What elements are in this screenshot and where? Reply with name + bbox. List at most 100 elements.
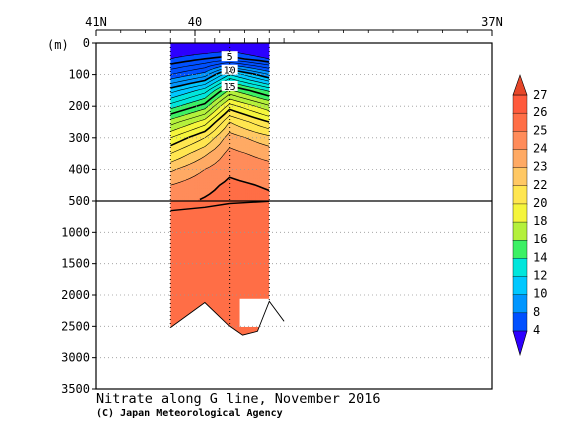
field-cell <box>249 191 253 194</box>
field-cell <box>227 189 231 193</box>
field-cell <box>182 172 185 175</box>
field-cell <box>176 87 179 90</box>
field-cell <box>174 112 177 115</box>
field-cell <box>195 199 199 201</box>
field-cell <box>176 197 179 201</box>
field-cell <box>233 104 237 107</box>
field-cell <box>207 101 211 104</box>
field-cell <box>172 136 175 139</box>
field-cell <box>237 71 241 74</box>
field-cell <box>247 155 251 158</box>
field-cell <box>235 140 239 144</box>
field-cell <box>245 186 249 189</box>
field-cell <box>184 189 187 193</box>
field-cell <box>255 69 258 73</box>
field-cell <box>245 69 249 73</box>
field-cell <box>172 161 175 164</box>
field-cell <box>259 79 262 82</box>
field-cell <box>265 164 268 167</box>
field-cell <box>243 87 247 90</box>
field-cell <box>231 191 235 194</box>
field-cell <box>263 57 266 60</box>
field-cell <box>197 47 201 50</box>
field-cell <box>235 133 239 136</box>
field-cell <box>231 169 235 172</box>
field-cell <box>225 107 229 110</box>
field-cell <box>211 194 215 197</box>
field-cell <box>194 52 197 55</box>
field-cell <box>247 99 251 103</box>
field-cell <box>170 114 173 117</box>
field-cell <box>231 180 235 183</box>
field-cell <box>178 188 181 191</box>
field-cell <box>195 85 199 88</box>
field-cell <box>205 73 209 76</box>
field-cell <box>170 110 173 114</box>
field-cell <box>184 126 187 129</box>
field-cell <box>174 188 177 191</box>
field-cell <box>176 178 179 182</box>
field-cell <box>237 122 241 125</box>
field-cell <box>231 136 235 139</box>
field-cell <box>251 96 255 99</box>
field-cell <box>176 122 179 125</box>
field-cell <box>241 85 245 88</box>
field-cell <box>195 191 199 194</box>
field-cell <box>197 82 201 85</box>
field-cell <box>253 107 256 110</box>
field-cell <box>186 172 189 175</box>
field-cell <box>267 104 270 107</box>
field-cell <box>249 178 253 182</box>
field-cell <box>243 188 247 191</box>
field-cell <box>247 91 251 95</box>
field-cell <box>231 139 235 142</box>
field-cell <box>229 167 233 170</box>
field-cell <box>182 80 185 84</box>
field-cell <box>253 150 256 153</box>
field-cell <box>201 85 205 88</box>
field-cell <box>237 170 241 174</box>
field-cell <box>192 101 195 104</box>
field-cell <box>197 87 201 90</box>
field-cell <box>225 199 229 201</box>
field-cell <box>221 197 225 201</box>
field-cell <box>195 153 199 156</box>
field-cell <box>172 131 175 134</box>
field-cell <box>253 126 256 129</box>
field-cell <box>209 133 213 136</box>
field-cell <box>251 63 255 66</box>
field-cell <box>215 68 219 71</box>
field-cell <box>188 158 191 161</box>
field-cell <box>182 150 185 153</box>
field-cell <box>197 66 201 69</box>
field-cell <box>176 55 179 58</box>
field-cell <box>213 191 217 194</box>
field-cell <box>176 177 179 180</box>
field-cell <box>211 114 215 117</box>
field-cell <box>188 79 191 82</box>
field-cell <box>182 125 185 128</box>
field-cell <box>221 99 225 103</box>
field-cell <box>261 55 264 58</box>
field-cell <box>257 159 260 163</box>
field-cell <box>201 153 205 156</box>
field-cell <box>235 109 239 112</box>
field-cell <box>255 178 258 182</box>
field-cell <box>251 118 255 122</box>
field-cell <box>195 55 199 58</box>
field-cell <box>227 150 231 153</box>
field-cell <box>197 90 201 93</box>
field-cell <box>197 145 201 148</box>
field-cell <box>235 186 239 189</box>
field-cell <box>253 169 256 172</box>
field-cell <box>255 43 258 46</box>
field-cell <box>186 44 189 47</box>
field-cell <box>235 122 239 125</box>
field-cell <box>184 163 187 166</box>
field-cell <box>227 148 231 152</box>
field-cell <box>239 77 243 80</box>
field-cell <box>247 50 251 54</box>
field-cell <box>205 133 209 136</box>
field-cell <box>215 47 219 50</box>
field-cell <box>203 109 207 112</box>
